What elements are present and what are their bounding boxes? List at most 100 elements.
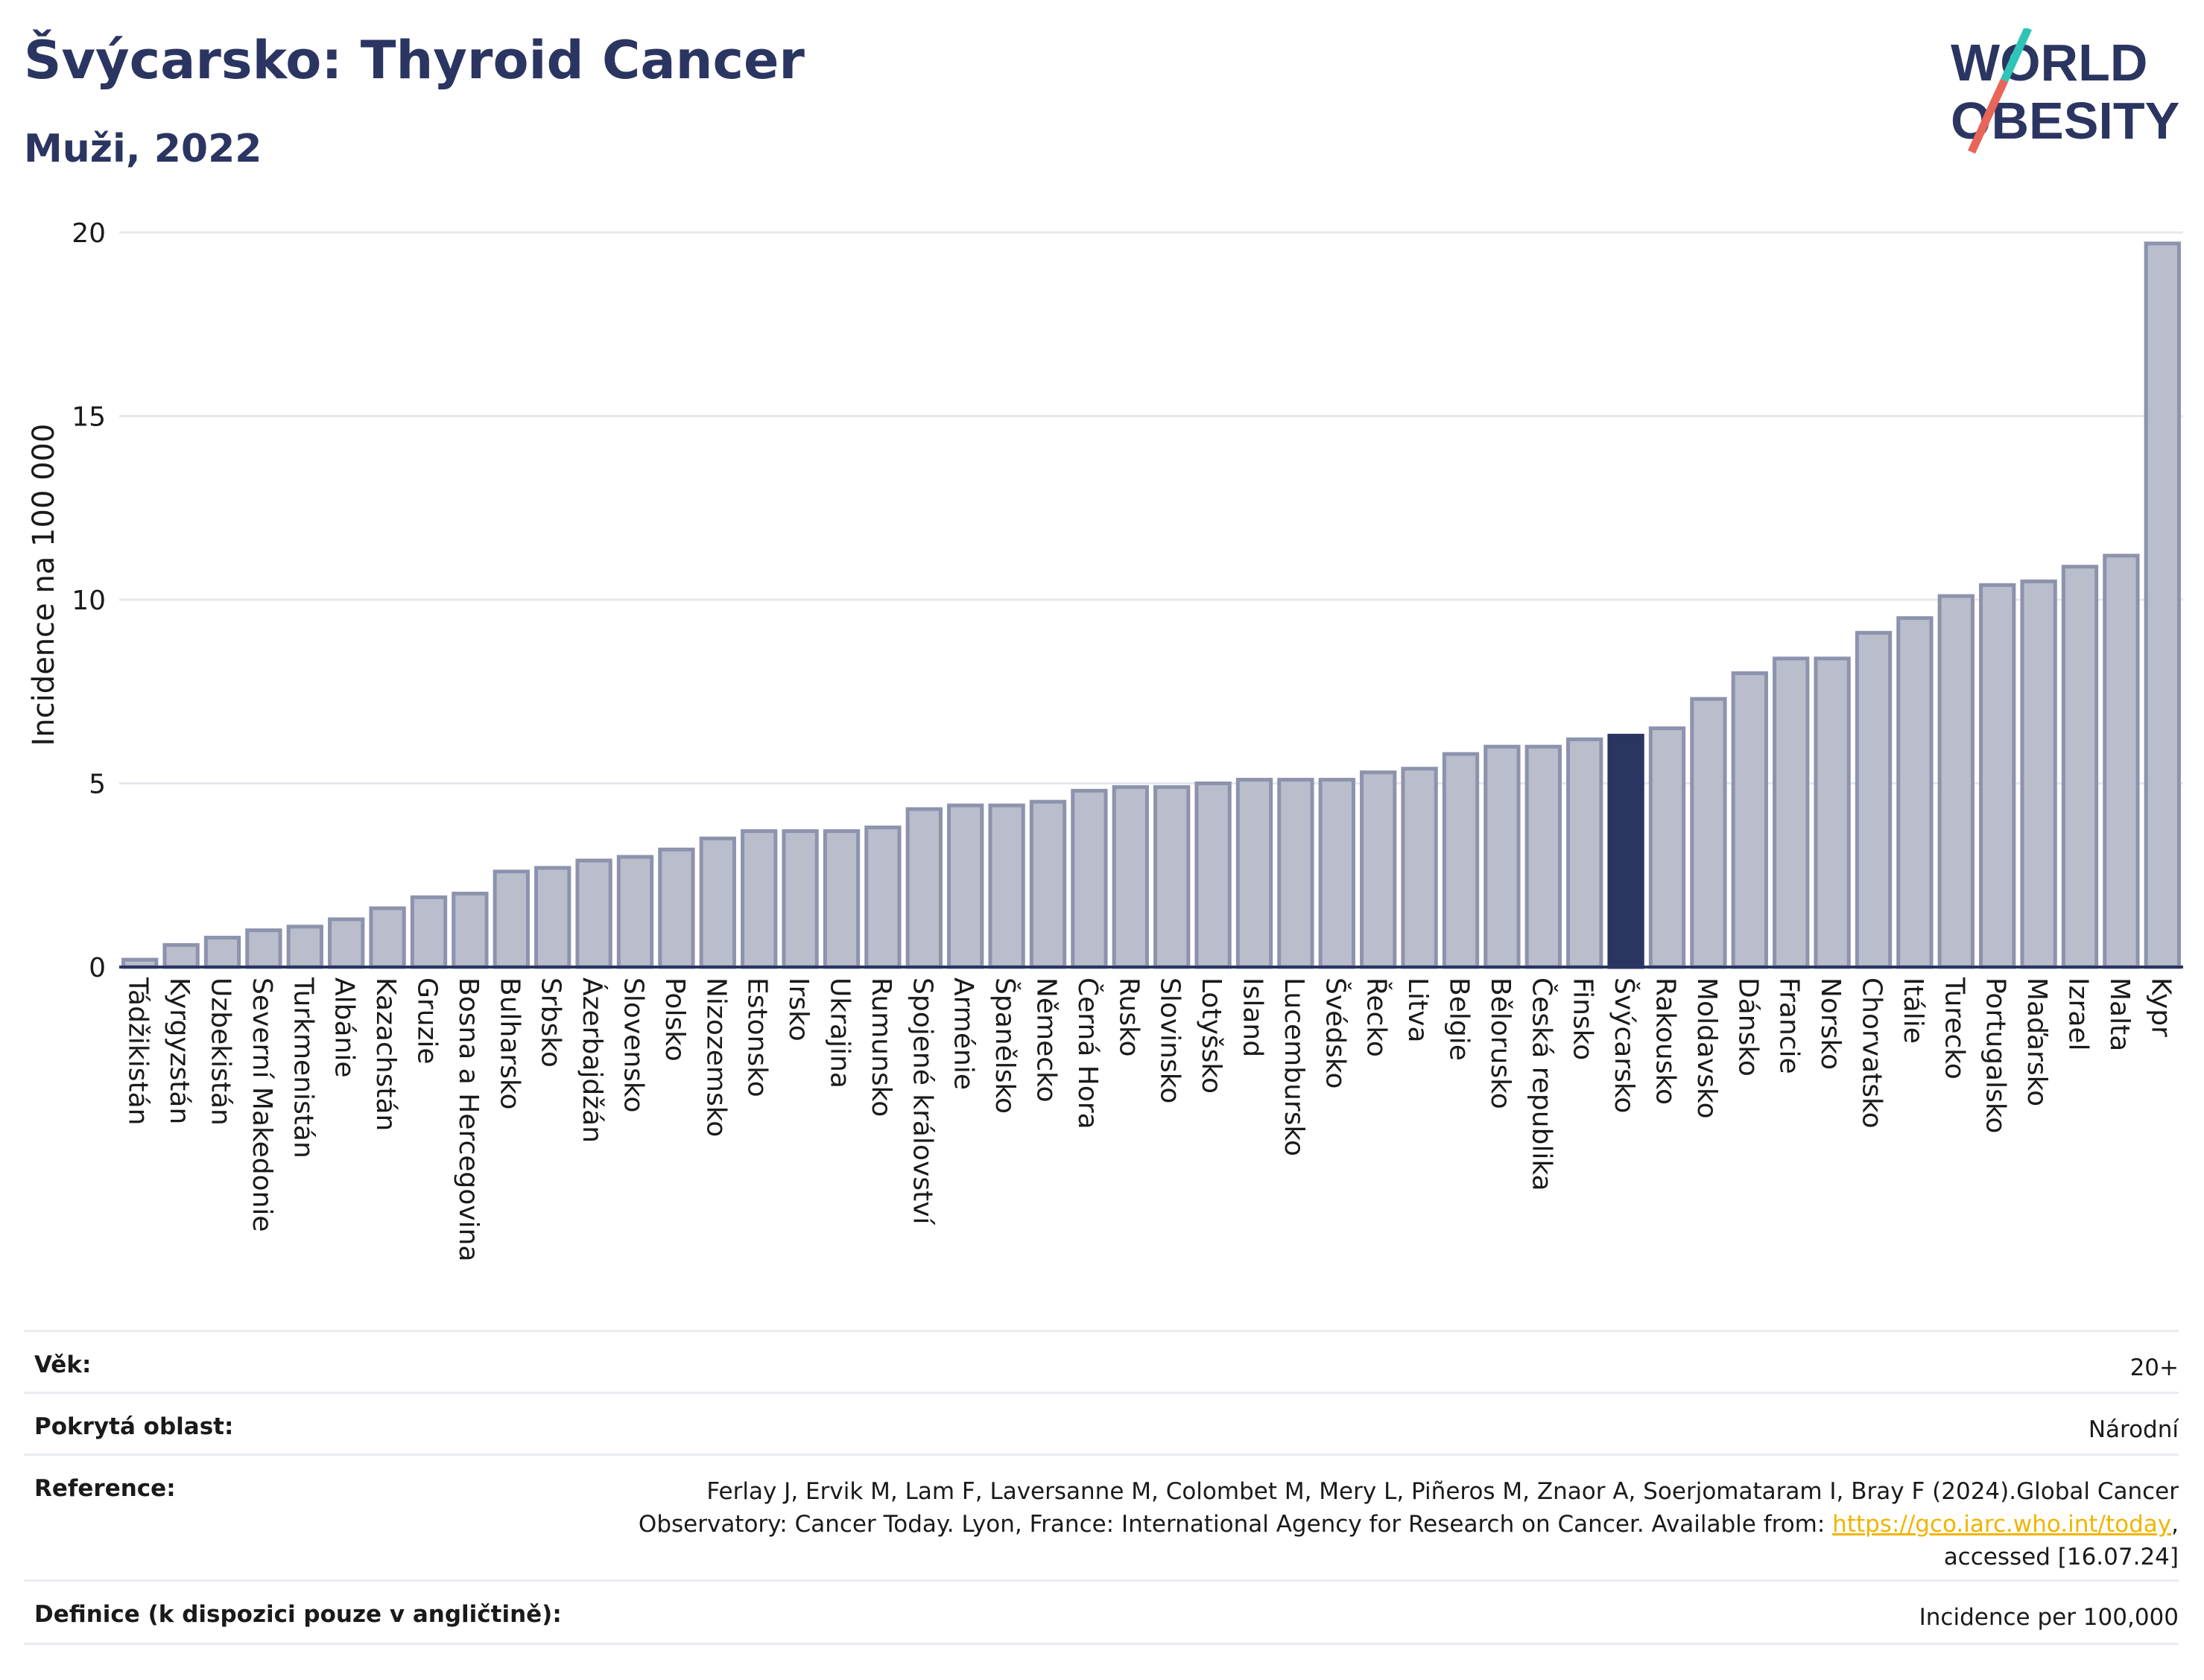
bar (1896, 616, 1934, 969)
reference-text: Ferlay J, Ervik M, Lam F, Laversanne M, … (638, 1478, 2179, 1538)
info-value-definition: Incidence per 100,000 (1919, 1604, 2179, 1631)
x-tick-label: Kypr (2145, 977, 2176, 1037)
x-tick-label: Srbsko (536, 977, 566, 1068)
x-tick-label: Chorvatsko (1857, 977, 1887, 1129)
x-tick-label: Lotyšsko (1196, 977, 1226, 1094)
bar (1607, 733, 1644, 969)
x-tick-label: Severní Makedonie (247, 977, 277, 1232)
y-tick-label: 20 (72, 218, 106, 249)
info-value-reference: Ferlay J, Ervik M, Lam F, Laversanne M, … (614, 1475, 2179, 1573)
x-tick-label: Turecko (1939, 977, 1969, 1080)
x-tick-label: Polsko (659, 977, 690, 1062)
y-tick-label: 0 (89, 953, 106, 983)
bar (1731, 671, 1768, 969)
x-tick-label: Maďarsko (2021, 977, 2052, 1106)
bar (1690, 697, 1727, 969)
bar-chart: 0 5 10 15 20 Tádžikistán Kyrgyzstán Uzbekistán S… (27, 218, 2183, 1262)
bar (534, 866, 571, 969)
x-tick-label: Česká republika (1526, 977, 1557, 1191)
x-tick-label: Švýcarsko (1609, 977, 1640, 1113)
reference-link[interactable]: https://gco.iarc.who.int/today (1832, 1511, 2172, 1538)
x-tick-label: Bělorusko (1485, 977, 1516, 1109)
x-tick-label: Irsko (783, 977, 814, 1042)
x-tick-label: Arménie (949, 977, 979, 1090)
bar (1235, 778, 1273, 969)
info-row-definition: Definice (k dispozici pouze v angličtině… (24, 1579, 2179, 1645)
bar (658, 847, 695, 969)
bar (823, 829, 861, 969)
x-tick-label: Island (1238, 977, 1268, 1057)
x-tick-label: Norsko (1815, 977, 1846, 1070)
bar (1648, 726, 1686, 969)
x-tick-label: Moldavsko (1691, 977, 1722, 1119)
bar (1524, 744, 1562, 969)
bar (1979, 583, 2016, 969)
x-tick-label: Finsko (1568, 977, 1598, 1060)
bar (988, 803, 1025, 969)
info-row-reference: Reference: Ferlay J, Ervik M, Lam F, Lav… (24, 1454, 2179, 1579)
bar (493, 869, 530, 969)
bar (2103, 554, 2140, 969)
bar (286, 925, 323, 969)
x-tick-label: Bosna a Hercegovina (453, 977, 484, 1262)
x-tick-label: Švédsko (1320, 977, 1351, 1089)
x-tick-label: Uzbekistán (206, 977, 236, 1126)
bar (1483, 744, 1521, 969)
reference-accessed: , accessed [16.07.24] (1943, 1511, 2179, 1570)
bar (1277, 778, 1314, 969)
bar (410, 895, 448, 969)
x-tick-label: Bulharsko (494, 977, 525, 1110)
world-obesity-logo: WORLD OBESITY (1951, 28, 2179, 154)
y-axis-label: Incidence na 100 000 (27, 424, 61, 747)
info-label-reference: Reference: (34, 1475, 176, 1502)
x-tick-label: Rakousko (1650, 977, 1681, 1105)
bar (905, 807, 943, 969)
info-row-age: Věk: 20+ (24, 1330, 2179, 1392)
axes: 0 5 10 15 20 Tádžikistán Kyrgyzstán Uzbekistán S… (72, 218, 2183, 1262)
x-tick-label: Slovensko (618, 977, 649, 1113)
x-tick-label: Portugalsko (1980, 977, 2011, 1133)
bar (616, 855, 654, 969)
bar (1401, 767, 1438, 969)
bar (1360, 770, 1397, 969)
bar (328, 917, 365, 969)
bar (1194, 782, 1232, 969)
logo-slash-red (1968, 78, 2008, 154)
bar (203, 936, 241, 969)
x-tick-label: Tádžikistán (123, 977, 153, 1125)
x-tick-label: Estonsko (742, 977, 773, 1097)
x-tick-label: Francie (1774, 977, 1805, 1074)
info-row-coverage: Pokrytá oblast: Národní (24, 1392, 2179, 1454)
bar (699, 836, 736, 969)
x-tick-label: Ukrajina (825, 977, 855, 1088)
bar (741, 829, 778, 969)
bar (575, 858, 612, 969)
x-tick-label: Nizozemsko (700, 977, 731, 1137)
info-table: Věk: 20+ Pokrytá oblast: Národní Referen… (24, 1330, 2179, 1645)
info-value-coverage: Národní (2088, 1416, 2179, 1443)
x-tick-label: Kyrgyzstán (164, 977, 194, 1124)
bar (1566, 737, 1603, 969)
x-tick-label: Izrael (2063, 977, 2094, 1051)
x-tick-label: Gruzie (412, 977, 443, 1065)
x-tick-label: Albánie (329, 977, 360, 1078)
x-tick-label: Belgie (1444, 977, 1475, 1061)
bar (452, 891, 489, 969)
x-tick-label: Dánsko (1732, 977, 1763, 1077)
bar (1071, 788, 1108, 969)
bar (2144, 241, 2181, 969)
page-subtitle: Muži, 2022 (24, 127, 262, 171)
x-tick-label: Litva (1402, 977, 1433, 1043)
bar (864, 825, 902, 969)
bar (782, 829, 819, 969)
bar (245, 928, 282, 969)
info-label-coverage: Pokrytá oblast: (34, 1413, 234, 1440)
x-tick-label: Rumunsko (866, 977, 896, 1117)
x-tick-label: Řecko (1361, 977, 1393, 1057)
x-tick-label: Turkmenistán (288, 977, 318, 1158)
bar (1029, 799, 1067, 969)
x-tick-label: Lucembursko (1279, 977, 1309, 1156)
x-tick-label: Španělsko (989, 977, 1021, 1114)
info-label-definition: Definice (k dispozici pouze v angličtině… (34, 1601, 562, 1628)
bar (1442, 752, 1480, 969)
